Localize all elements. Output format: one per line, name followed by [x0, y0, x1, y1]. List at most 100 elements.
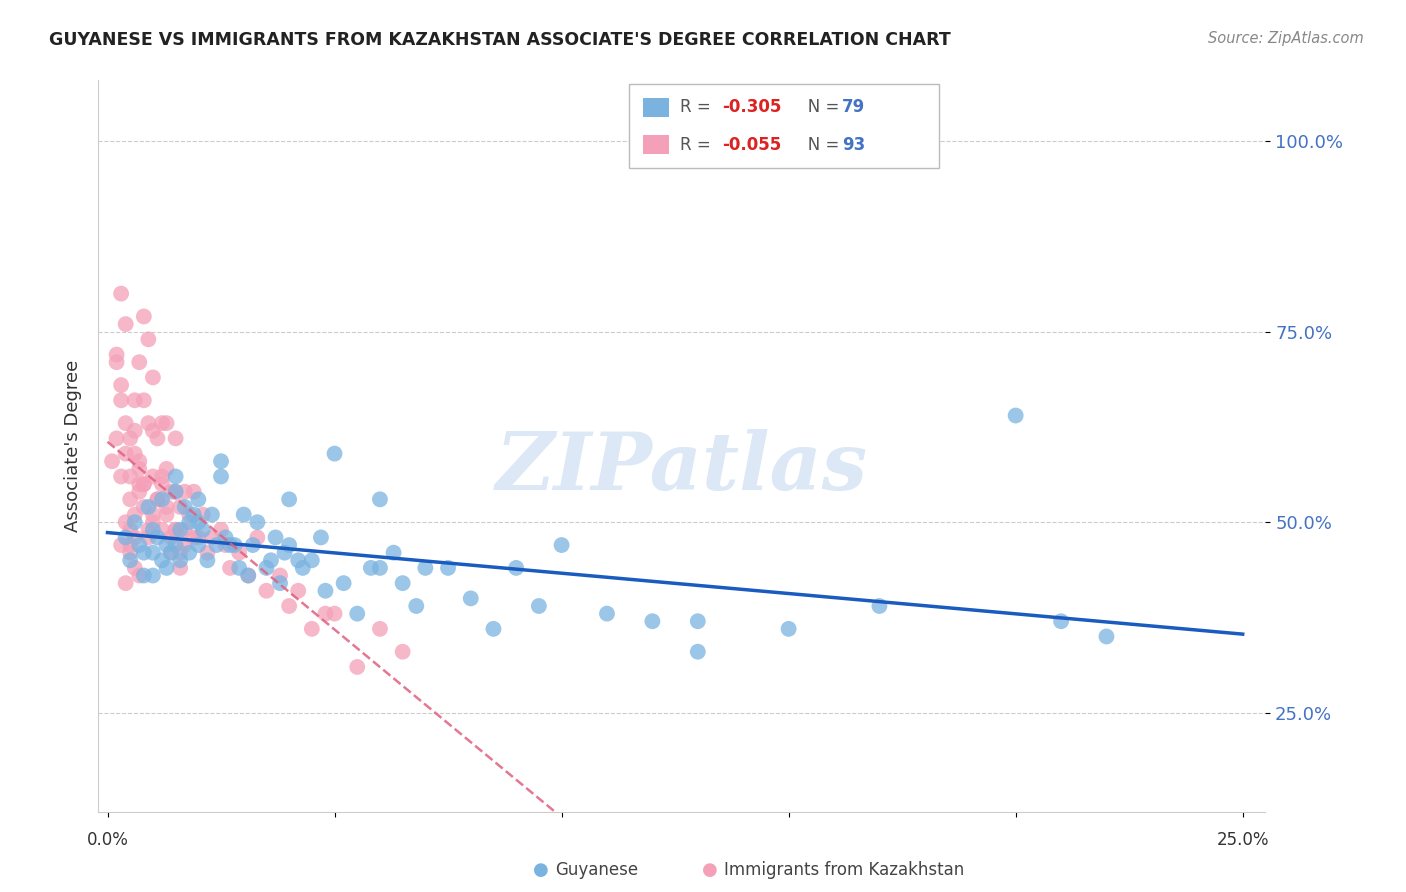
Point: [187, 515, 209, 529]
Point: [224, 538, 246, 552]
Point: [128, 462, 150, 476]
Point: [165, 431, 187, 445]
Point: [124, 530, 146, 544]
Point: [273, 546, 295, 560]
Point: [124, 424, 146, 438]
Point: [437, 561, 460, 575]
Point: [323, 447, 346, 461]
Point: [150, 492, 173, 507]
Point: [228, 561, 250, 575]
Point: [101, 454, 124, 468]
Point: [346, 607, 368, 621]
Point: [264, 530, 287, 544]
Point: [197, 546, 219, 560]
Text: GUYANESE VS IMMIGRANTS FROM KAZAKHSTAN ASSOCIATE'S DEGREE CORRELATION CHART: GUYANESE VS IMMIGRANTS FROM KAZAKHSTAN A…: [49, 31, 950, 49]
Point: [346, 660, 368, 674]
Point: [165, 484, 187, 499]
Point: [238, 568, 260, 582]
Point: [246, 515, 269, 529]
Point: [1004, 409, 1026, 423]
Point: [1050, 614, 1073, 628]
Point: [138, 523, 160, 537]
Point: [124, 393, 146, 408]
Point: [150, 469, 173, 483]
Point: [287, 553, 309, 567]
Point: [128, 538, 150, 552]
Point: [778, 622, 800, 636]
Point: [155, 508, 177, 522]
Point: [368, 561, 391, 575]
Point: [138, 416, 160, 430]
Text: 79: 79: [842, 98, 865, 117]
Point: [254, 561, 277, 575]
Point: [309, 530, 332, 544]
Point: [301, 622, 323, 636]
Point: [150, 523, 173, 537]
Point: [132, 546, 155, 560]
Point: [179, 515, 201, 529]
Point: [183, 508, 205, 522]
Point: [120, 523, 142, 537]
Point: [120, 538, 142, 552]
Point: [179, 508, 201, 522]
Point: [278, 538, 301, 552]
Point: [183, 530, 205, 544]
Text: -0.055: -0.055: [723, 136, 782, 153]
Point: [110, 469, 132, 483]
Point: [332, 576, 354, 591]
Point: [301, 553, 323, 567]
Point: [155, 416, 177, 430]
Point: [128, 355, 150, 369]
Text: ●: ●: [702, 861, 718, 879]
Point: [527, 599, 550, 613]
Point: [368, 492, 391, 507]
Point: [278, 599, 301, 613]
Point: [105, 355, 128, 369]
Point: [150, 416, 173, 430]
Point: [114, 416, 136, 430]
Point: [124, 447, 146, 461]
Point: [179, 546, 201, 560]
Point: [254, 583, 277, 598]
Point: [105, 348, 128, 362]
Point: [868, 599, 890, 613]
Y-axis label: Associate's Degree: Associate's Degree: [63, 359, 82, 533]
Point: [201, 530, 224, 544]
Point: [138, 530, 160, 544]
Point: [209, 523, 232, 537]
Point: [169, 523, 191, 537]
Point: [132, 500, 155, 514]
Point: [238, 568, 260, 582]
Point: [460, 591, 482, 606]
Point: [165, 523, 187, 537]
Point: [146, 492, 169, 507]
Point: [114, 530, 136, 544]
Text: Guyanese: Guyanese: [555, 861, 638, 879]
Point: [124, 515, 146, 529]
Text: ZIPatlas: ZIPatlas: [496, 429, 868, 507]
Point: [169, 561, 191, 575]
Point: [165, 538, 187, 552]
Point: [391, 576, 413, 591]
Point: [142, 515, 165, 529]
Point: [165, 523, 187, 537]
Text: R =: R =: [681, 98, 716, 117]
Point: [173, 484, 195, 499]
Point: [150, 553, 173, 567]
Point: [160, 530, 183, 544]
Point: [382, 546, 405, 560]
Point: [173, 500, 195, 514]
Point: [197, 553, 219, 567]
Text: N =: N =: [793, 98, 845, 117]
Text: 25.0%: 25.0%: [1216, 830, 1270, 849]
Point: [120, 492, 142, 507]
Point: [132, 568, 155, 582]
Point: [132, 477, 155, 491]
Point: [124, 561, 146, 575]
Point: [686, 614, 709, 628]
Point: [214, 530, 236, 544]
Point: [132, 393, 155, 408]
Point: [201, 508, 224, 522]
Point: [110, 286, 132, 301]
Point: [142, 424, 165, 438]
